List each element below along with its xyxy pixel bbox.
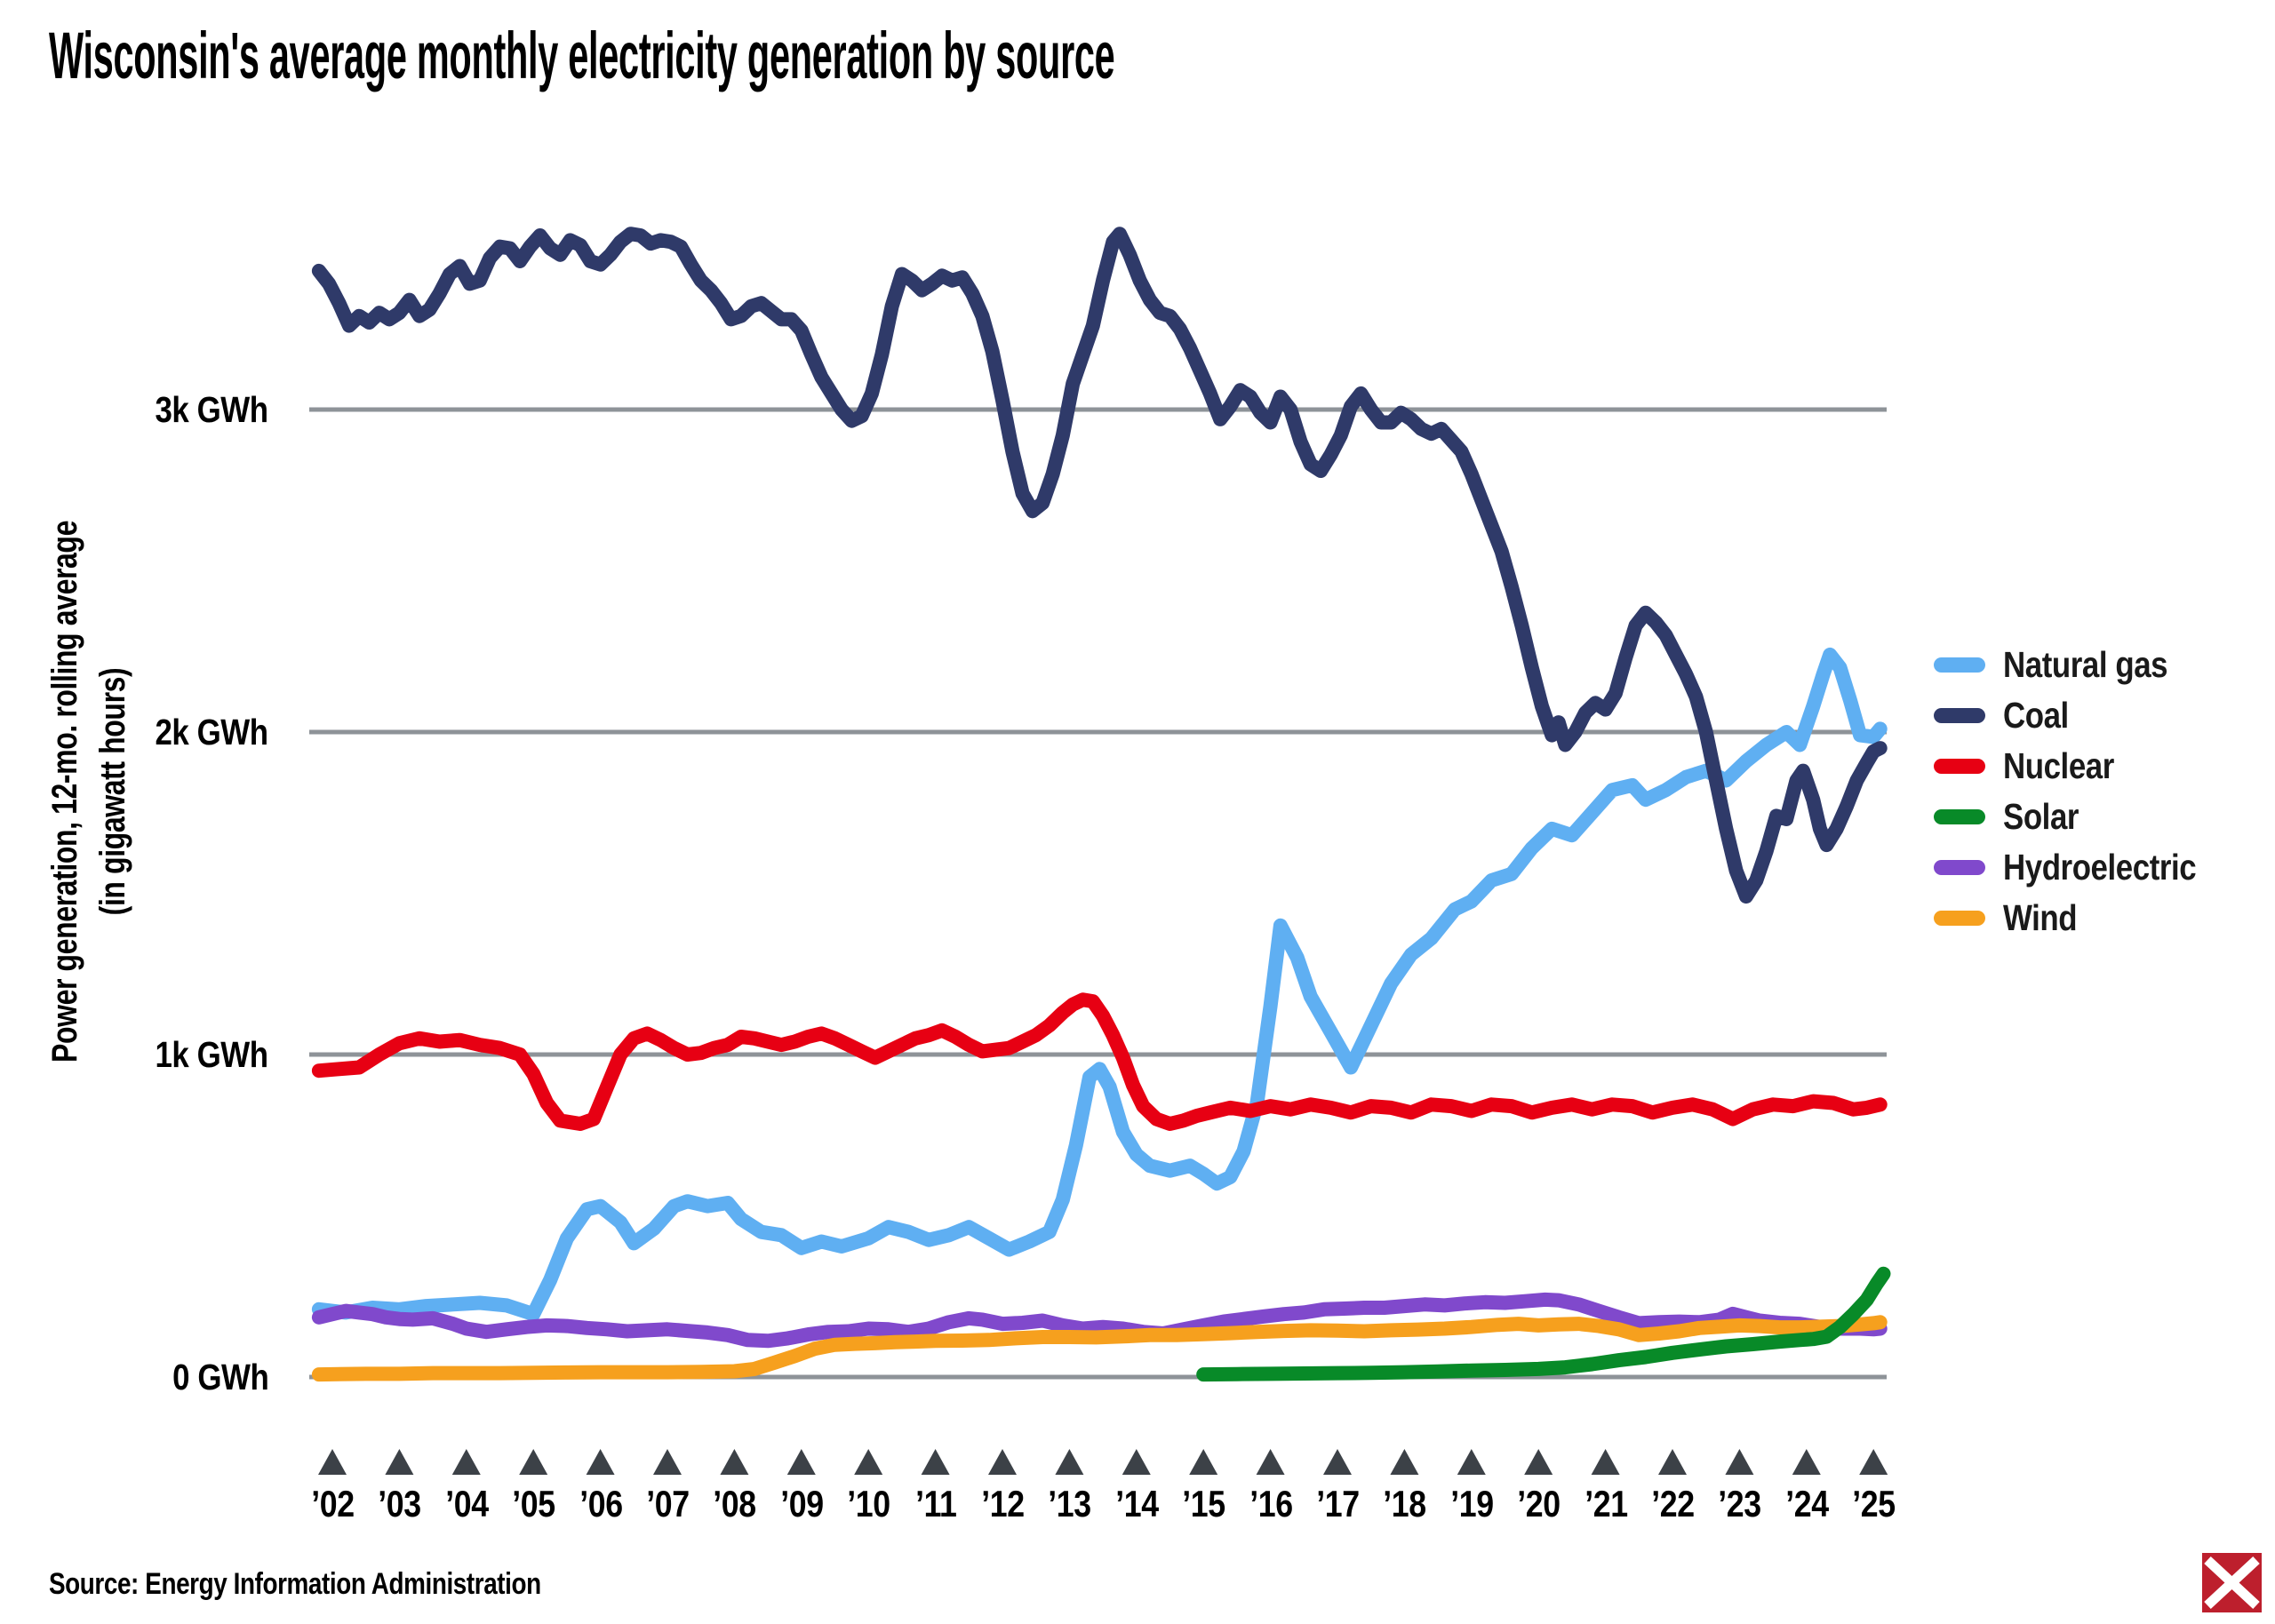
- year-marker-triangle-icon: [1859, 1449, 1888, 1475]
- x-tick-label-2024: ’24: [1784, 1483, 1829, 1524]
- x-tick-label-2015: ’15: [1181, 1483, 1225, 1524]
- legend-item-solar: Solar: [1934, 792, 2231, 842]
- x-tick-label-2010: ’10: [846, 1483, 890, 1524]
- year-marker-triangle-icon: [451, 1449, 481, 1475]
- legend-label: Solar: [2003, 796, 2079, 837]
- brand-logo: [2202, 1553, 2262, 1612]
- legend-swatch-icon: [1934, 911, 1985, 926]
- x-tick-label-2004: ’04: [444, 1483, 489, 1524]
- year-marker-triangle-icon: [988, 1449, 1017, 1475]
- year-marker-triangle-icon: [1658, 1449, 1687, 1475]
- legend-item-hydroelectric: Hydroelectric: [1934, 842, 2231, 893]
- x-tick-label-2017: ’17: [1315, 1483, 1360, 1524]
- year-marker-triangle-icon: [1122, 1449, 1151, 1475]
- y-tick-label-0: 0 GWh: [172, 1357, 269, 1397]
- legend-swatch-icon: [1934, 708, 1985, 723]
- legend-item-nuclear: Nuclear: [1934, 741, 2231, 792]
- legend-label: Hydroelectric: [2003, 847, 2197, 888]
- year-marker-triangle-icon: [1055, 1449, 1084, 1475]
- year-marker-triangle-icon: [1792, 1449, 1821, 1475]
- series-line-nuclear: [311, 992, 1888, 1131]
- x-tick-label-2022: ’22: [1650, 1483, 1695, 1524]
- year-marker-triangle-icon: [1524, 1449, 1553, 1475]
- legend: Natural gas Coal Nuclear Solar Hydroelectric…: [1934, 640, 2231, 943]
- year-marker-triangle-icon: [586, 1449, 615, 1475]
- year-marker-triangle-icon: [720, 1449, 749, 1475]
- x-tick-label-2007: ’07: [645, 1483, 690, 1524]
- year-marker-triangle-icon: [1256, 1449, 1285, 1475]
- x-tick-label-2003: ’03: [377, 1483, 421, 1524]
- year-marker-triangle-icon: [653, 1449, 682, 1475]
- legend-label: Natural gas: [2003, 644, 2168, 685]
- legend-swatch-icon: [1934, 809, 1985, 824]
- year-marker-triangle-icon: [854, 1449, 883, 1475]
- x-tick-label-2011: ’11: [914, 1483, 957, 1524]
- y-tick-label-3000: 3k GWh: [155, 389, 269, 430]
- x-tick-label-2012: ’12: [980, 1483, 1025, 1524]
- y-tick-label-2000: 2k GWh: [155, 712, 269, 752]
- year-marker-triangle-icon: [1457, 1449, 1486, 1475]
- logo-x-stroke: [2204, 1556, 2260, 1610]
- x-tick-label-2020: ’20: [1516, 1483, 1561, 1524]
- legend-swatch-icon: [1934, 759, 1985, 774]
- x-tick-label-2009: ’09: [779, 1483, 824, 1524]
- series-line-solar: [1196, 1266, 1891, 1382]
- legend-label: Nuclear: [2003, 745, 2114, 786]
- year-marker-triangle-icon: [318, 1449, 347, 1475]
- source-credit: Source: Energy Information Administratio…: [49, 1567, 541, 1601]
- year-marker-triangle-icon: [385, 1449, 414, 1475]
- x-tick-label-2021: ’21: [1584, 1483, 1628, 1524]
- legend-item-wind: Wind: [1934, 893, 2231, 943]
- year-marker-triangle-icon: [1725, 1449, 1754, 1475]
- series-line-natural-gas: [311, 647, 1888, 1322]
- year-marker-triangle-icon: [786, 1449, 816, 1475]
- x-tick-label-2013: ’13: [1047, 1483, 1091, 1524]
- year-marker-triangle-icon: [1390, 1449, 1419, 1475]
- year-marker-triangle-icon: [921, 1449, 950, 1475]
- x-tick-label-2018: ’18: [1382, 1483, 1426, 1524]
- y-tick-label-1000: 1k GWh: [155, 1034, 269, 1075]
- x-tick-label-2006: ’06: [579, 1483, 623, 1524]
- legend-swatch-icon: [1934, 657, 1985, 673]
- legend-item-coal: Coal: [1934, 690, 2231, 741]
- y-axis-title-line2: (in gigawatt hours): [93, 667, 132, 916]
- x-tick-label-2019: ’19: [1449, 1483, 1494, 1524]
- page-title: Wisconsin's average monthly electricity …: [49, 19, 1115, 92]
- x-tick-label-2025: ’25: [1851, 1483, 1896, 1524]
- series-line-hydroelectric: [311, 1292, 1888, 1349]
- year-marker-triangle-icon: [1189, 1449, 1218, 1475]
- year-marker-triangle-icon: [519, 1449, 548, 1475]
- x-tick-label-2016: ’16: [1249, 1483, 1293, 1524]
- x-tick-label-2014: ’14: [1114, 1483, 1159, 1524]
- x-tick-label-2008: ’08: [712, 1483, 756, 1524]
- legend-swatch-icon: [1934, 860, 1985, 875]
- legend-label: Coal: [2003, 695, 2069, 736]
- legend-label: Wind: [2003, 897, 2078, 938]
- series-line-coal: [311, 227, 1888, 904]
- year-marker-triangle-icon: [1323, 1449, 1352, 1475]
- legend-item-natural-gas: Natural gas: [1934, 640, 2231, 690]
- x-tick-label-2023: ’23: [1717, 1483, 1761, 1524]
- year-marker-triangle-icon: [1591, 1449, 1620, 1475]
- x-tick-label-2005: ’05: [511, 1483, 555, 1524]
- x-tick-label-2002: ’02: [310, 1483, 355, 1524]
- y-axis-title-line1: Power generation, 12-mo. rolling average: [45, 521, 84, 1063]
- series-line-wind: [311, 1315, 1888, 1382]
